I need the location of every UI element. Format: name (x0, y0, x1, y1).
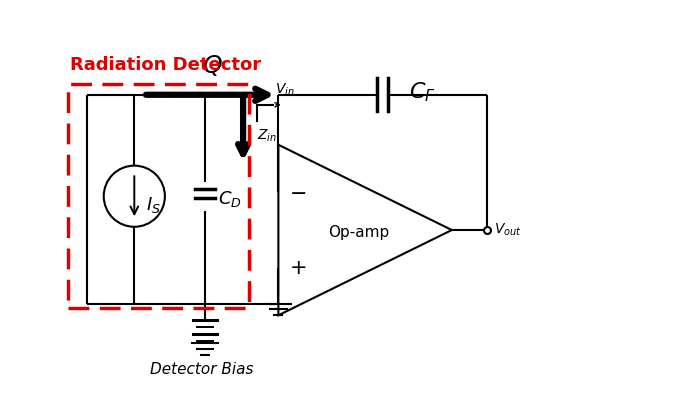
Text: $V_{in}$: $V_{in}$ (275, 81, 295, 98)
Text: $C_F$: $C_F$ (409, 80, 436, 104)
Text: $C_D$: $C_D$ (218, 189, 242, 209)
Text: Detector Bias: Detector Bias (150, 362, 254, 377)
Text: $-$: $-$ (289, 182, 306, 202)
Text: $Z_{in}$: $Z_{in}$ (257, 127, 277, 144)
Text: $+$: $+$ (289, 259, 306, 278)
Text: Op-amp: Op-amp (329, 225, 390, 240)
Text: $Q$: $Q$ (202, 53, 223, 78)
Text: Radiation Detector: Radiation Detector (70, 56, 261, 74)
Text: $V_{out}$: $V_{out}$ (494, 222, 522, 238)
Text: $I_S$: $I_S$ (146, 195, 161, 215)
Bar (69, 84, 249, 308)
